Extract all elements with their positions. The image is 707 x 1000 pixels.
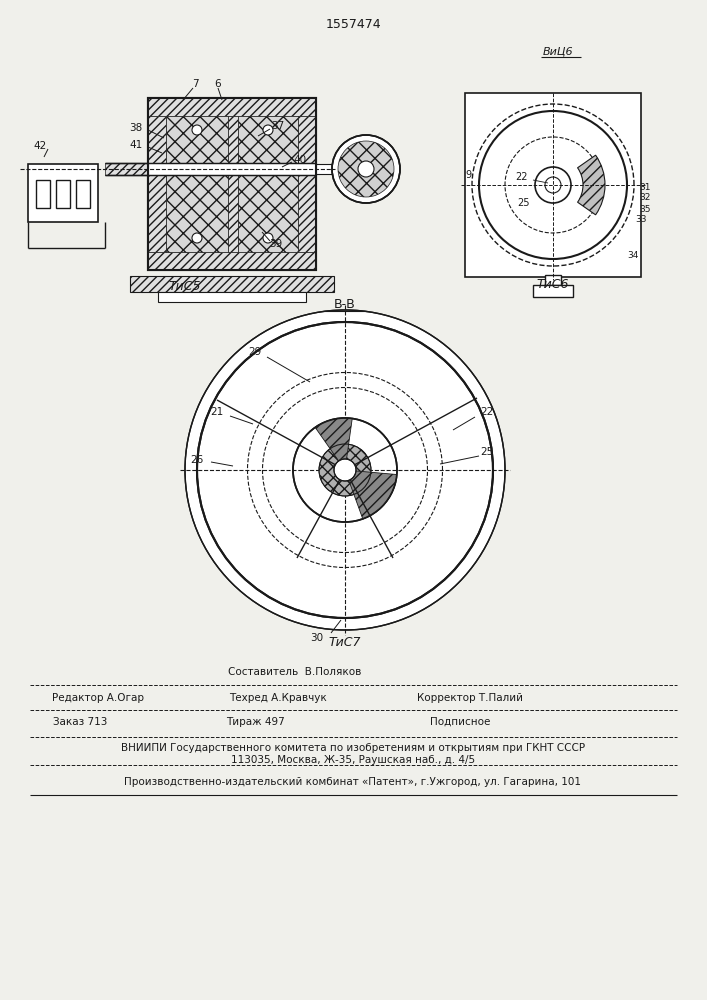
Circle shape	[358, 161, 374, 177]
Wedge shape	[345, 327, 491, 470]
Bar	[228, 116, 238, 252]
Bar	[130, 276, 334, 292]
Text: 29: 29	[248, 347, 262, 357]
Circle shape	[334, 459, 356, 481]
Bar	[465, 93, 641, 277]
Bar	[298, 116, 316, 252]
Circle shape	[334, 165, 342, 173]
Text: ΤиС5: ΤиС5	[169, 279, 201, 292]
Circle shape	[293, 418, 397, 522]
Bar	[545, 275, 561, 285]
Bar	[148, 98, 316, 116]
Bar	[56, 180, 70, 208]
Bar	[148, 252, 316, 270]
Text: 22: 22	[480, 407, 493, 417]
Bar	[316, 164, 334, 174]
Text: ΤиС6: ΤиС6	[537, 277, 569, 290]
Text: 21: 21	[211, 407, 223, 417]
Text: 39: 39	[269, 239, 283, 249]
Text: 6: 6	[215, 79, 221, 89]
Text: 37: 37	[271, 121, 285, 131]
Text: 26: 26	[190, 455, 204, 465]
Bar	[148, 116, 166, 252]
Circle shape	[479, 111, 627, 259]
Bar	[533, 285, 573, 297]
Circle shape	[263, 233, 273, 243]
Text: 40: 40	[293, 155, 307, 165]
Wedge shape	[315, 418, 352, 470]
Text: 33: 33	[636, 216, 647, 225]
Text: 1557474: 1557474	[325, 18, 381, 31]
Circle shape	[185, 310, 505, 630]
Wedge shape	[345, 470, 397, 519]
Bar	[238, 116, 298, 252]
Text: 25: 25	[480, 447, 493, 457]
Text: 30: 30	[310, 633, 324, 643]
Wedge shape	[578, 155, 605, 215]
Text: 42: 42	[33, 141, 47, 151]
Circle shape	[263, 125, 273, 135]
Bar	[148, 98, 316, 270]
Circle shape	[192, 125, 202, 135]
Text: 35: 35	[639, 205, 650, 214]
Text: 25: 25	[517, 198, 530, 208]
Bar	[148, 163, 316, 175]
Text: ВНИИПИ Государственного комитета по изобретениям и открытиям при ГКНТ СССР: ВНИИПИ Государственного комитета по изоб…	[121, 743, 585, 753]
Bar	[76, 180, 90, 208]
Circle shape	[332, 135, 400, 203]
Text: 113035, Москва, Ж-35, Раушская наб., д. 4/5: 113035, Москва, Ж-35, Раушская наб., д. …	[231, 755, 475, 765]
Text: 9: 9	[465, 170, 471, 180]
Bar	[166, 116, 228, 252]
Text: Тираж 497: Тираж 497	[226, 717, 284, 727]
Circle shape	[535, 167, 571, 203]
Wedge shape	[338, 141, 394, 197]
Bar	[36, 180, 50, 208]
Circle shape	[545, 177, 561, 193]
Text: ΤиС7: ΤиС7	[329, 636, 361, 648]
Bar	[105, 163, 148, 175]
Text: Заказ 713: Заказ 713	[53, 717, 107, 727]
Text: 32: 32	[639, 194, 650, 202]
Text: Составитель  В.Поляков: Составитель В.Поляков	[228, 667, 362, 677]
Circle shape	[192, 233, 202, 243]
Circle shape	[197, 322, 493, 618]
Text: 7: 7	[192, 79, 198, 89]
Wedge shape	[199, 327, 345, 470]
Wedge shape	[319, 444, 371, 496]
Text: 38: 38	[129, 123, 143, 133]
Text: Корректор Т.Палий: Корректор Т.Палий	[417, 693, 523, 703]
Text: Редактор А.Огар: Редактор А.Огар	[52, 693, 144, 703]
Text: Подписное: Подписное	[430, 717, 490, 727]
Text: Техред А.Кравчук: Техред А.Кравчук	[229, 693, 327, 703]
Text: ВиЦ6: ВиЦ6	[543, 46, 573, 56]
Bar	[148, 98, 316, 270]
Bar	[158, 292, 306, 302]
Text: 22: 22	[515, 172, 527, 182]
Text: 41: 41	[129, 140, 143, 150]
Text: 31: 31	[639, 182, 650, 192]
Text: В-В: В-В	[334, 298, 356, 310]
Text: 34: 34	[627, 250, 638, 259]
Text: Производственно-издательский комбинат «Патент», г.Ужгород, ул. Гагарина, 101: Производственно-издательский комбинат «П…	[124, 777, 581, 787]
Bar	[28, 164, 98, 222]
